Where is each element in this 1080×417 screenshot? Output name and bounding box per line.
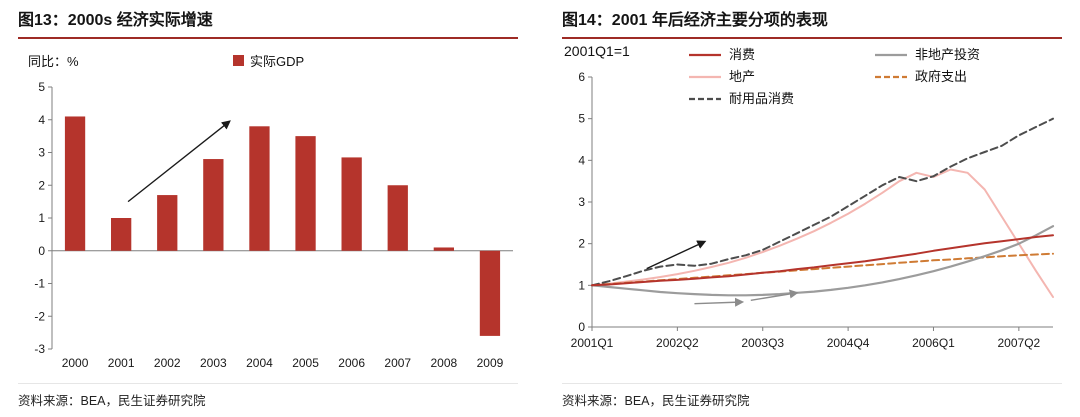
legend-item: 政府支出 [874, 70, 1060, 84]
gdp-legend-label: 实际GDP [250, 54, 305, 69]
svg-text:2: 2 [578, 237, 585, 251]
figure13-panel: 图13：2000s 经济实际增速 同比：% 实际GDP -3 -2 -1 0 1 2 3 4 5… [18, 10, 518, 409]
svg-text:2007Q2: 2007Q2 [998, 336, 1041, 350]
svg-text:1: 1 [578, 278, 585, 292]
svg-text:2004: 2004 [246, 356, 273, 370]
figure14-source: 资料来源：BEA，民生证券研究院 [562, 383, 1062, 409]
legend-line-sample [689, 75, 721, 79]
legend-line-sample [875, 53, 907, 57]
components-line-chart: 0 1 2 3 4 5 6 2001Q1 2002Q2 2003Q3 2004Q4 2006Q1 200… [571, 70, 1055, 350]
svg-text:2006Q1: 2006Q1 [912, 336, 955, 350]
svg-text:0: 0 [38, 244, 45, 258]
legend-line-sample [689, 53, 721, 57]
figure13-source: 资料来源：BEA，民生证券研究院 [18, 383, 518, 409]
svg-text:2007: 2007 [384, 356, 411, 370]
legend-item: 地产 [688, 70, 874, 84]
svg-text:2001Q1: 2001Q1 [571, 336, 614, 350]
legend-line-sample [875, 75, 907, 79]
figure13-unit-label: 同比：% [28, 54, 79, 69]
svg-text:2002Q2: 2002Q2 [656, 336, 699, 350]
legend-item: 非地产投资 [874, 48, 1060, 62]
figure14-panel: 图14：2001 年后经济主要分项的表现 2001Q1=1 消费 地产 耐用品消费非… [562, 10, 1062, 409]
figure13-header: 同比：% 实际GDP [18, 45, 518, 75]
figure13-title: 图13：2000s 经济实际增速 [18, 10, 518, 39]
svg-text:2000: 2000 [62, 356, 89, 370]
svg-text:2: 2 [38, 178, 45, 192]
svg-text:0: 0 [578, 320, 585, 334]
legend-column: 非地产投资 政府支出 [874, 48, 1060, 106]
svg-text:3: 3 [578, 195, 585, 209]
legend-label: 消费 [729, 47, 756, 62]
svg-text:2008: 2008 [430, 356, 457, 370]
legend-label: 地产 [729, 69, 756, 84]
legend-label: 非地产投资 [915, 47, 981, 62]
svg-text:2002: 2002 [154, 356, 181, 370]
legend-item: 耐用品消费 [688, 92, 874, 106]
svg-text:6: 6 [578, 70, 585, 84]
gdp-legend-swatch [233, 55, 244, 66]
figure14-title: 图14：2001 年后经济主要分项的表现 [562, 10, 1062, 39]
svg-text:1: 1 [38, 211, 45, 225]
svg-text:4: 4 [578, 153, 585, 167]
figure14-chart-wrap: 2001Q1=1 消费 地产 耐用品消费 非地产投资 政府支出 0 1 2 3 4 5 6 2001Q… [562, 43, 1062, 355]
svg-text:3: 3 [38, 146, 45, 160]
figure13-legend: 实际GDP [233, 51, 304, 70]
svg-text:2003Q3: 2003Q3 [741, 336, 784, 350]
svg-text:2009: 2009 [477, 356, 504, 370]
real-gdp-bar-chart: -3 -2 -1 0 1 2 3 4 5 2000 2001 2002 2003 2004 2005 2006… [34, 80, 513, 370]
svg-text:2005: 2005 [292, 356, 319, 370]
svg-text:2006: 2006 [338, 356, 365, 370]
legend-column: 消费 地产 耐用品消费 [688, 48, 874, 106]
svg-text:-2: -2 [34, 309, 45, 323]
svg-text:2001: 2001 [108, 356, 135, 370]
svg-text:-1: -1 [34, 277, 45, 291]
svg-text:4: 4 [38, 113, 45, 127]
figure14-legend: 消费 地产 耐用品消费 非地产投资 政府支出 [688, 48, 1060, 106]
legend-line-sample [689, 97, 721, 101]
svg-text:5: 5 [38, 80, 45, 94]
svg-text:5: 5 [578, 112, 585, 126]
figure14-axis-note: 2001Q1=1 [564, 43, 630, 59]
legend-label: 耐用品消费 [729, 91, 795, 106]
legend-label: 政府支出 [915, 69, 968, 84]
svg-text:-3: -3 [34, 342, 45, 356]
svg-text:2004Q4: 2004Q4 [827, 336, 870, 350]
legend-item: 消费 [688, 48, 874, 62]
svg-text:2003: 2003 [200, 356, 227, 370]
